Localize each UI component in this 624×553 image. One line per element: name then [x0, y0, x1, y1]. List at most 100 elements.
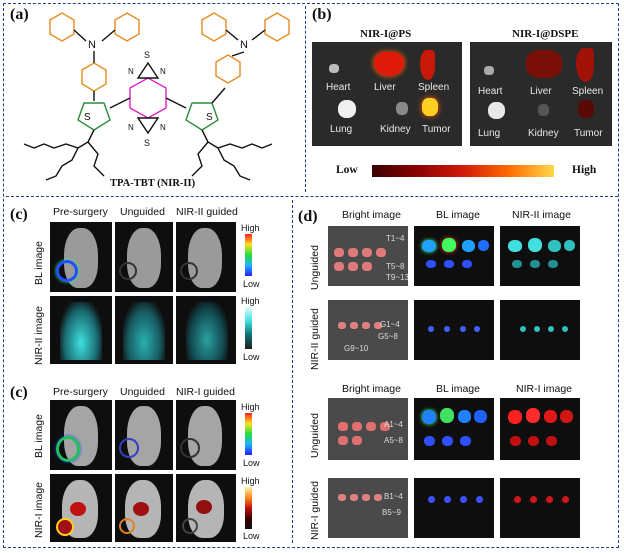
col-header: Pre-surgery: [53, 206, 108, 218]
panel-c-label: (c): [10, 206, 28, 223]
tile-d-r4-bright: B1~4 B5~9: [328, 478, 408, 538]
panel-a-structure: N S S S N N N N S N: [23, 12, 290, 181]
row-label: NIR-I guided: [309, 481, 321, 540]
tile-nir2-unguided: [115, 296, 173, 364]
divider-vertical-bottom: [292, 200, 293, 543]
col-header: NIR-I guided: [176, 386, 235, 398]
tile-bl2-nir1-guided: [176, 400, 236, 470]
liver-organ: [374, 52, 404, 76]
nir2-colorbar: [245, 307, 252, 349]
colorbar-high: High: [241, 223, 260, 233]
svg-text:N: N: [88, 39, 96, 51]
organ-label: Lung: [478, 128, 501, 139]
spleen-organ: [576, 48, 594, 82]
tile-d-r1-nir2: [500, 226, 580, 286]
figure-frame: [3, 3, 619, 548]
tile-d-r3-bl: [414, 398, 494, 460]
organ-label: Spleen: [572, 86, 604, 97]
group-label: B1~4: [384, 492, 403, 501]
tile-d-r2-bright: G1~4 G5~8 G9~10: [328, 300, 408, 360]
svg-text:N: N: [128, 67, 134, 76]
colorbar-low: Low: [243, 531, 260, 541]
panel-d-label: (d): [298, 208, 318, 225]
organ-label: Heart: [478, 86, 503, 97]
svg-text:S: S: [206, 112, 213, 123]
lung-organ: [488, 102, 505, 119]
panel-c-label-2: (c): [10, 384, 28, 401]
col-header: BL image: [436, 383, 480, 395]
group-label: G9~10: [344, 344, 369, 353]
divider-horizontal: [6, 196, 618, 197]
row-label: NIR-I image: [33, 481, 45, 538]
row-label: Unguided: [309, 413, 321, 458]
colorbar-low: Low: [243, 279, 260, 289]
tile-d-r1-bl: [414, 226, 494, 286]
row-label: BL image: [33, 241, 45, 285]
tile-d-r2-bl: [414, 300, 494, 360]
kidney-organ: [538, 104, 549, 116]
group-label: T1~4: [386, 234, 405, 243]
tumor-organ: [422, 98, 438, 116]
panel-b-label: (b): [312, 6, 332, 23]
svg-text:N: N: [160, 67, 166, 76]
panel-b-right-title: NIR-I@DSPE: [512, 28, 579, 40]
group-label: A5~8: [384, 436, 403, 445]
tile-d-r3-nir1: [500, 398, 580, 460]
group-label: G5~8: [378, 332, 398, 341]
svg-text:N: N: [160, 123, 166, 132]
svg-text:N: N: [128, 123, 134, 132]
kidney-organ: [396, 102, 408, 115]
group-label: B5~9: [382, 508, 401, 517]
panel-a-caption: TPA-TBT (NIR-II): [110, 178, 196, 189]
intensity-colorbar: [372, 165, 554, 177]
organ-label: Kidney: [380, 124, 411, 135]
panel-b-left-image: Heart Liver Spleen Lung Kidney Tumor: [312, 42, 462, 146]
colorbar-low-label: Low: [336, 164, 358, 176]
row-label: NIR-II image: [33, 306, 45, 365]
row-label: NIR-II guided: [309, 308, 321, 370]
organ-label: Spleen: [418, 82, 450, 93]
tile-nir2-guided: [176, 296, 236, 364]
tile-bl-nir2-guided: [176, 222, 236, 292]
colorbar-low: Low: [243, 352, 260, 362]
tile-bl2-unguided: [115, 400, 173, 470]
col-header: BL image: [436, 209, 480, 221]
col-header: Unguided: [120, 206, 165, 218]
row-label: BL image: [33, 414, 45, 458]
group-label: A1~4: [384, 420, 403, 429]
liver-organ: [526, 50, 562, 78]
organ-label: Lung: [330, 124, 353, 135]
panel-b-right-image: Heart Liver Spleen Lung Kidney Tumor: [470, 42, 612, 146]
tile-nir1-pre-surgery: [50, 474, 112, 542]
panel-b-left-title: NIR-I@PS: [360, 28, 412, 40]
col-header: NIR-II image: [512, 209, 571, 221]
group-label: G1~4: [380, 320, 400, 329]
colorbar-low: Low: [243, 458, 260, 468]
spleen-organ: [420, 50, 435, 80]
colorbar-high: High: [241, 476, 260, 486]
bl-colorbar: [245, 234, 252, 276]
group-label: T5~8: [386, 262, 405, 271]
tumor-organ: [578, 100, 594, 118]
tile-nir2-pre-surgery: [50, 296, 112, 364]
tile-bl-pre-surgery: [50, 222, 112, 292]
organ-label: Tumor: [574, 128, 603, 139]
organ-label: Kidney: [528, 128, 559, 139]
tile-bl2-pre-surgery: [50, 400, 112, 470]
divider-vertical-top: [305, 6, 306, 192]
panel-a-label: (a): [10, 6, 29, 23]
svg-text:S: S: [144, 138, 150, 148]
row-label: Unguided: [309, 245, 321, 290]
colorbar-high: High: [241, 296, 260, 306]
col-header: Bright image: [342, 383, 401, 395]
group-label: T9~13: [386, 273, 408, 282]
svg-text:S: S: [144, 50, 150, 60]
tile-d-r1-bright: T1~4 T5~8 T9~13: [328, 226, 408, 286]
tile-d-r4-nir1: [500, 478, 580, 538]
col-header: NIR-II guided: [176, 206, 238, 218]
organ-label: Liver: [530, 86, 552, 97]
tile-nir1-guided: [176, 474, 236, 542]
colorbar-high: High: [241, 402, 260, 412]
col-header: Unguided: [120, 386, 165, 398]
organ-label: Tumor: [422, 124, 451, 135]
